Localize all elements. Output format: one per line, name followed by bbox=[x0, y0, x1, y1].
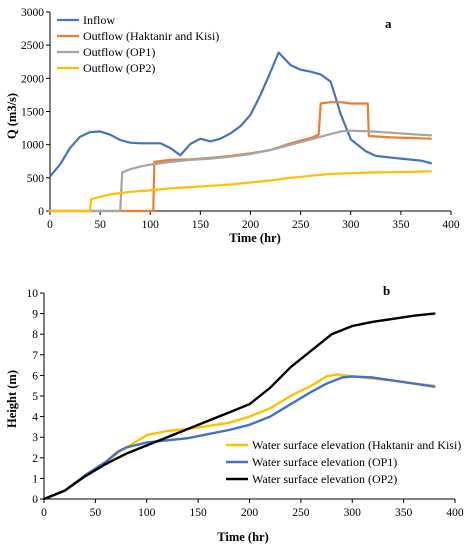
x-tick-label: 250 bbox=[292, 507, 310, 519]
y-tick-label: 3000 bbox=[21, 7, 44, 19]
y-tick-label: 2500 bbox=[21, 40, 44, 52]
series-line-3 bbox=[48, 129, 432, 213]
series-line-2 bbox=[42, 375, 436, 501]
x-tick-label: 200 bbox=[242, 219, 260, 231]
y-tick-label: 2 bbox=[32, 453, 38, 465]
y-tick-label: 1000 bbox=[21, 140, 44, 152]
x-tick-label: 200 bbox=[241, 507, 259, 519]
panel-label: a bbox=[385, 16, 392, 31]
series-line-4 bbox=[48, 170, 432, 213]
x-tick-label: 400 bbox=[446, 507, 464, 519]
x-tick-label: 50 bbox=[94, 219, 106, 231]
y-tick-label: 500 bbox=[27, 173, 45, 185]
legend-label-3: Water surface elevation (OP2) bbox=[252, 472, 397, 486]
legend-label-2: Water surface elevation (OP1) bbox=[252, 455, 397, 469]
y-tick-label: 9 bbox=[32, 309, 38, 321]
x-tick-label: 300 bbox=[344, 507, 362, 519]
y-tick-label: 8 bbox=[32, 329, 38, 341]
series-line-3 bbox=[42, 312, 436, 501]
x-tick-label: 350 bbox=[395, 507, 413, 519]
legend-label-1: Water surface elevation (Haktanir and Ki… bbox=[252, 438, 461, 452]
x-tick-label: 250 bbox=[292, 219, 310, 231]
x-tick-label: 0 bbox=[41, 507, 47, 519]
legend-label-3: Outflow (OP1) bbox=[83, 45, 155, 59]
x-tick-label: 50 bbox=[90, 507, 102, 519]
x-axis-title: Time (hr) bbox=[229, 231, 281, 245]
y-tick-label: 2000 bbox=[21, 73, 44, 85]
panel-b-chart: 0 50 100 150 200 250 300 350 400 0 1 2 3 4 5 6 7 8 9 10 Time… bbox=[5, 283, 464, 544]
y-tick-label: 1 bbox=[32, 473, 38, 485]
x-tick-label: 350 bbox=[392, 219, 410, 231]
y-tick-label: 5 bbox=[32, 391, 38, 403]
x-axis-title: Time (hr) bbox=[217, 530, 269, 544]
y-tick-label: 10 bbox=[27, 288, 39, 300]
y-tick-label: 0 bbox=[38, 206, 44, 218]
x-tick-label: 0 bbox=[47, 219, 53, 231]
y-tick-label: 4 bbox=[32, 412, 38, 424]
y-tick-label: 1500 bbox=[21, 107, 44, 119]
panel-label: b bbox=[383, 283, 390, 298]
legend-label-4: Outflow (OP2) bbox=[83, 61, 155, 75]
series-line-1 bbox=[48, 51, 432, 178]
y-tick-label: 0 bbox=[32, 494, 38, 506]
x-tick-label: 150 bbox=[190, 507, 208, 519]
y-axis-title: Height (m) bbox=[5, 370, 19, 428]
y-axis-title: Q (m3/s) bbox=[5, 93, 19, 139]
y-tick-label: 7 bbox=[32, 350, 38, 362]
x-tick-label: 400 bbox=[442, 219, 460, 231]
series-line-2 bbox=[48, 101, 432, 213]
panel-a-chart: 0 50 100 150 200 250 300 350 400 0 500 1000 1500 2000… bbox=[5, 7, 460, 245]
x-tick-label: 300 bbox=[342, 219, 360, 231]
y-tick-label: 3 bbox=[32, 432, 38, 444]
legend-label-2: Outflow (Haktanir and Kisi) bbox=[83, 29, 219, 43]
y-tick-label: 6 bbox=[32, 370, 38, 382]
x-tick-label: 150 bbox=[192, 219, 210, 231]
x-tick-label: 100 bbox=[138, 507, 156, 519]
x-tick-label: 100 bbox=[142, 219, 160, 231]
legend-label-1: Inflow bbox=[83, 13, 115, 27]
